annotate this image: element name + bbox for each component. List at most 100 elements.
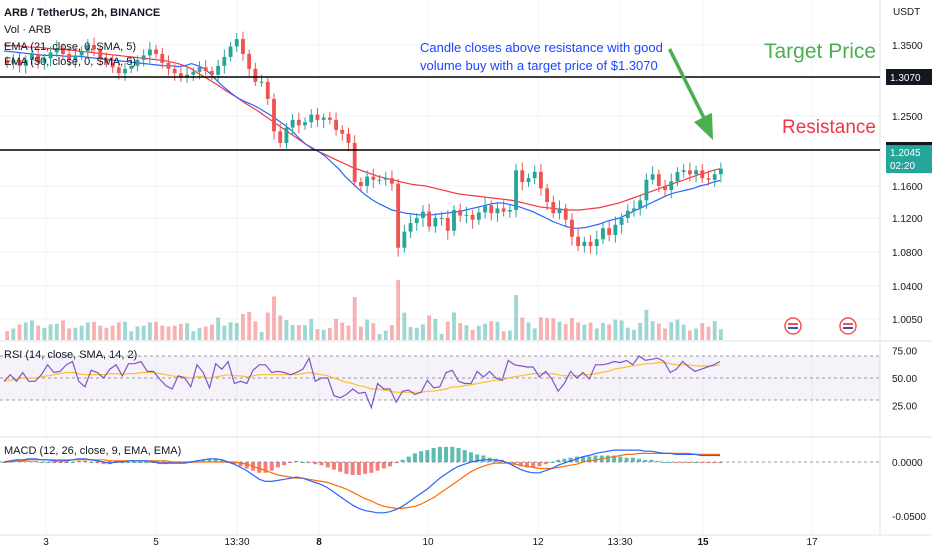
volume-bar-90 bbox=[563, 324, 568, 340]
volume-bar-54 bbox=[340, 322, 345, 340]
ema21-legend[interactable]: EMA (21, close, 0, SMA, 5) bbox=[4, 41, 137, 53]
macd-hist-73 bbox=[456, 447, 461, 462]
ema21-line bbox=[3, 50, 721, 229]
volume-bar-30 bbox=[191, 331, 196, 340]
volume-legend[interactable]: Vol · ARB bbox=[4, 24, 52, 36]
event-flag-stripe-b-0 bbox=[788, 327, 798, 329]
price-axis[interactable]: 1.30701.20591.204502:201.35001.25001.160… bbox=[43, 41, 932, 548]
volume-bar-91 bbox=[570, 318, 574, 340]
candle-body-115 bbox=[718, 168, 723, 175]
rsi-legend[interactable]: RSI (14, close, SMA, 14, 2) bbox=[4, 349, 138, 361]
candle-body-83 bbox=[520, 170, 525, 183]
candle-body-65 bbox=[408, 223, 413, 232]
event-flags[interactable] bbox=[784, 317, 857, 335]
candle-body-12 bbox=[79, 50, 84, 56]
candle-body-71 bbox=[445, 218, 450, 231]
volume-bar-87 bbox=[545, 318, 550, 340]
candle-body-110 bbox=[687, 170, 692, 175]
macd-hist-33 bbox=[207, 458, 212, 462]
candle-body-68 bbox=[427, 211, 432, 227]
candle-body-96 bbox=[601, 228, 605, 240]
volume-bar-103 bbox=[644, 309, 649, 340]
macd-hist-4 bbox=[26, 460, 31, 462]
candle-body-105 bbox=[656, 174, 661, 186]
volume-bar-69 bbox=[433, 319, 438, 340]
candle-body-106 bbox=[663, 186, 667, 190]
candle-body-40 bbox=[253, 68, 258, 82]
macd-tick-0: 0.0000 bbox=[892, 458, 923, 469]
candle-body-113 bbox=[706, 178, 711, 180]
candle-body-20 bbox=[129, 65, 134, 69]
volume-bar-5 bbox=[36, 325, 41, 340]
volume-bar-98 bbox=[613, 319, 618, 340]
volume-bar-43 bbox=[272, 296, 276, 340]
ema50-legend[interactable]: EMA (50, close, 0, SMA, 5) bbox=[4, 56, 137, 68]
macd-hist-57 bbox=[356, 462, 361, 475]
volume-bar-52 bbox=[327, 327, 332, 340]
macd-hist-101 bbox=[630, 457, 635, 462]
candle-body-49 bbox=[309, 114, 314, 123]
volume-bar-95 bbox=[594, 328, 599, 340]
macd-hist-86 bbox=[537, 462, 542, 467]
candle-body-4 bbox=[30, 53, 34, 60]
macd-hist-12 bbox=[76, 460, 81, 462]
macd-hist-105 bbox=[655, 460, 660, 462]
horizontal-levels[interactable] bbox=[0, 76, 880, 151]
macd-hist-23 bbox=[145, 462, 150, 463]
price-tick-1: 1.2500 bbox=[892, 112, 923, 123]
volume-bar-2 bbox=[17, 324, 22, 340]
volume-bar-19 bbox=[123, 321, 127, 340]
volume-bar-100 bbox=[625, 327, 630, 340]
candle-body-91 bbox=[570, 219, 574, 237]
volume-bar-7 bbox=[48, 324, 53, 340]
candle-body-77 bbox=[483, 205, 487, 213]
time-tick-6: 13:30 bbox=[607, 537, 632, 548]
macd-hist-103 bbox=[643, 459, 648, 462]
candle-body-18 bbox=[116, 67, 121, 74]
candle-body-2 bbox=[17, 59, 22, 66]
rsi-tick-2: 25.00 bbox=[892, 402, 917, 413]
volume-bar-85 bbox=[532, 328, 537, 340]
volume-bar-39 bbox=[247, 312, 252, 340]
candle-body-25 bbox=[160, 53, 165, 63]
volume-bar-110 bbox=[687, 330, 692, 340]
volume-bar-68 bbox=[427, 315, 432, 340]
trade-note-line2: volume buy with a target price of $1.307… bbox=[420, 58, 658, 73]
macd-hist-83 bbox=[518, 462, 523, 467]
macd-hist-44 bbox=[275, 462, 280, 468]
volume-bars bbox=[5, 280, 723, 340]
time-tick-8: 17 bbox=[806, 537, 818, 548]
candle-body-103 bbox=[644, 179, 649, 201]
candle-body-6 bbox=[42, 58, 47, 63]
macd-hist-97 bbox=[605, 455, 610, 462]
macd-hist-60 bbox=[375, 462, 380, 471]
volume-bar-4 bbox=[30, 320, 34, 340]
macd-hist-71 bbox=[444, 446, 449, 462]
candle-body-39 bbox=[247, 53, 252, 69]
candles bbox=[5, 31, 723, 257]
volume-bar-35 bbox=[222, 325, 227, 340]
volume-bar-84 bbox=[526, 322, 531, 340]
volume-bar-114 bbox=[712, 321, 717, 340]
resistance-label: Resistance bbox=[782, 117, 876, 138]
macd-hist-50 bbox=[313, 462, 318, 465]
volume-bar-80 bbox=[501, 331, 506, 340]
volume-bar-16 bbox=[104, 327, 109, 340]
volume-bar-82 bbox=[514, 295, 518, 340]
volume-bar-79 bbox=[495, 321, 500, 340]
candle-body-92 bbox=[576, 236, 581, 247]
macd-hist-34 bbox=[213, 458, 218, 462]
macd-hist-51 bbox=[319, 462, 324, 466]
event-flag-stripe-b-1 bbox=[843, 327, 853, 329]
symbol-title[interactable]: ARB / TetherUS, 2h, BINANCE bbox=[4, 7, 161, 19]
macd-legend[interactable]: MACD (12, 26, close, 9, EMA, EMA) bbox=[4, 445, 182, 457]
volume-bar-48 bbox=[303, 325, 307, 340]
candle-body-26 bbox=[166, 62, 171, 69]
time-tick-3: 8 bbox=[316, 537, 322, 548]
ema50-path bbox=[3, 44, 721, 211]
volume-bar-60 bbox=[377, 334, 382, 340]
level-tag-0: 1.3070 bbox=[890, 73, 921, 84]
volume-bar-10 bbox=[67, 328, 72, 340]
event-flag-0 bbox=[784, 317, 802, 335]
